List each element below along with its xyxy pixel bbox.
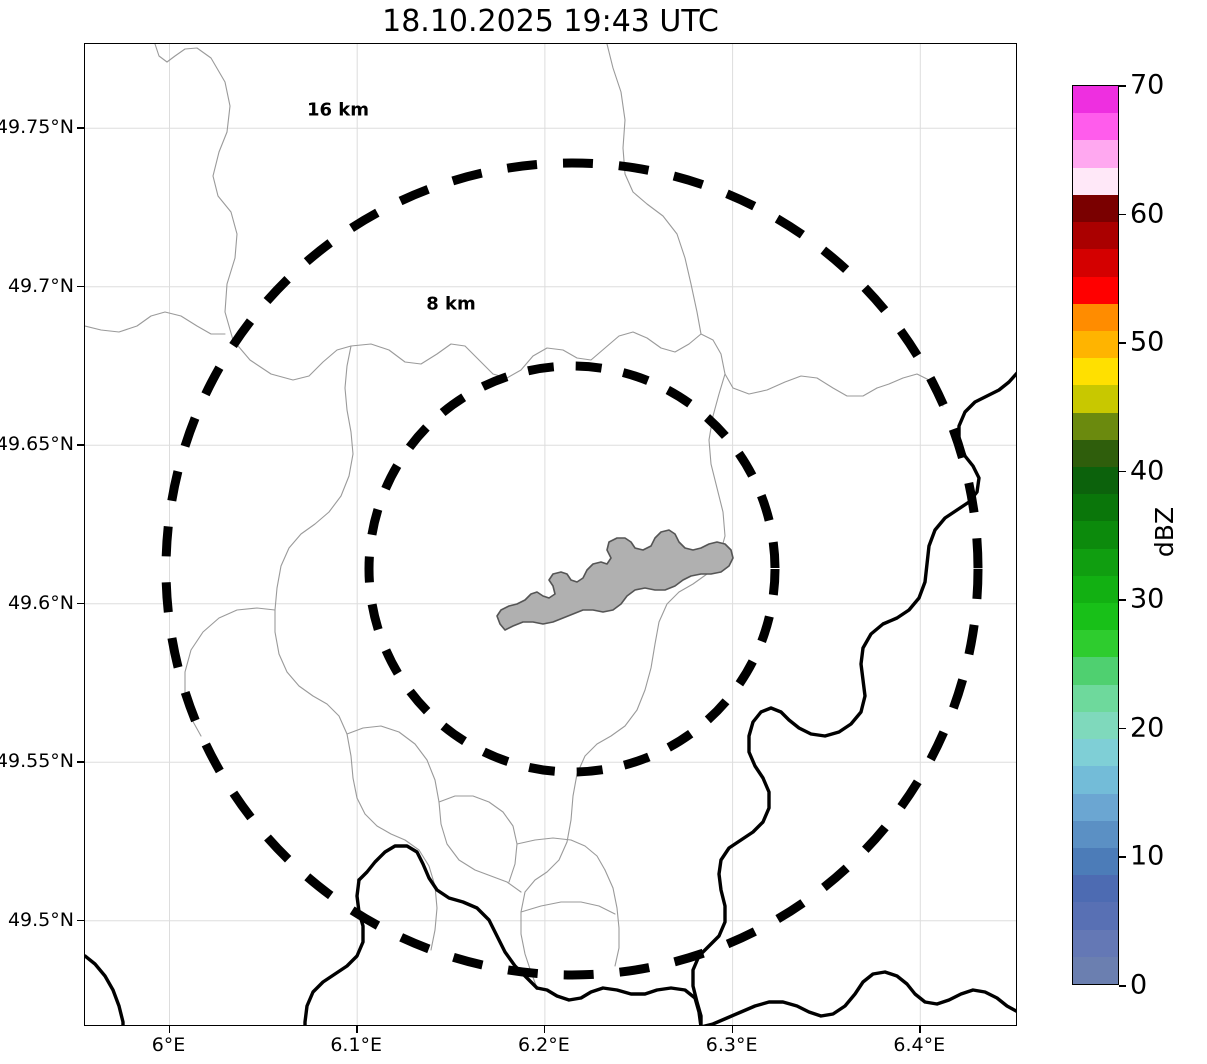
x-tick-label-1: 6.1°E [330, 1034, 383, 1056]
colorbar-tick-label-1: 10 [1130, 840, 1165, 872]
y-tick-label-3: 49.65°N [0, 433, 74, 456]
colorbar-band [1073, 194, 1118, 223]
colorbar-band [1073, 275, 1118, 304]
range-ring-16km-label: 16 km [306, 99, 370, 121]
map-gridlines [85, 44, 1016, 1025]
colorbar-band [1073, 248, 1118, 277]
colorbar-band [1073, 602, 1118, 631]
x-tick-mark [356, 1026, 358, 1033]
colorbar-band [1073, 411, 1118, 440]
colorbar-band [1073, 466, 1118, 495]
colorbar-band [1073, 656, 1118, 685]
y-tick-mark [77, 127, 84, 129]
colorbar-band [1073, 330, 1118, 359]
colorbar-tick [1119, 985, 1126, 987]
colorbar-band [1073, 112, 1118, 141]
colorbar-tick [1119, 727, 1126, 730]
y-tick-label-1: 49.55°N [0, 750, 74, 773]
x-tick-mark [168, 1026, 171, 1033]
colorbar-tick-label-6: 60 [1130, 198, 1165, 230]
colorbar-tick-label-7: 70 [1130, 69, 1165, 101]
x-tick-mark [543, 1026, 546, 1033]
range-ring-8km [364, 361, 780, 777]
y-tick-label-0: 49.5°N [7, 908, 74, 931]
y-tick-mark [77, 602, 84, 605]
colorbar-band [1073, 738, 1118, 767]
colorbar-band [1073, 901, 1118, 930]
y-tick-label-2: 49.6°N [7, 591, 74, 614]
y-tick-mark [77, 444, 84, 446]
commune-boundaries [85, 44, 944, 989]
y-tick-label-4: 49.7°N [7, 274, 74, 297]
map-vector-layer [85, 44, 1016, 1025]
colorbar-tick-label-3: 30 [1130, 583, 1165, 615]
colorbar-band [1073, 629, 1118, 658]
colorbar[interactable] [1072, 85, 1119, 985]
colorbar-band [1073, 167, 1118, 195]
x-tick-mark [919, 1026, 921, 1033]
colorbar-band [1073, 874, 1118, 903]
x-tick-mark [731, 1026, 734, 1033]
colorbar-band [1073, 847, 1118, 876]
colorbar-band [1073, 765, 1118, 794]
colorbar-band [1073, 384, 1118, 413]
colorbar-tick-label-0: 0 [1130, 969, 1148, 1001]
colorbar-band [1073, 139, 1118, 168]
x-tick-label-0: 6°E [151, 1034, 186, 1056]
colorbar-band [1073, 493, 1118, 522]
colorbar-tick-label-2: 20 [1130, 712, 1165, 744]
colorbar-band [1073, 792, 1118, 821]
colorbar-band [1073, 86, 1118, 114]
colorbar-band [1073, 221, 1118, 250]
y-tick-label-5: 49.75°N [0, 116, 74, 139]
colorbar-tick [1119, 342, 1126, 344]
range-rings [161, 158, 983, 980]
colorbar-band [1073, 303, 1118, 331]
range-ring-16km [161, 158, 983, 980]
y-tick-mark [77, 761, 84, 763]
x-tick-label-3: 6.3°E [705, 1034, 758, 1056]
radar-map-plot-area[interactable]: 16 km 8 km [84, 43, 1017, 1026]
colorbar-tick-label-4: 40 [1130, 455, 1165, 487]
colorbar-tick [1119, 213, 1126, 216]
colorbar-band [1073, 711, 1118, 740]
y-tick-mark [77, 285, 84, 288]
colorbar-tick [1119, 599, 1126, 601]
colorbar-band [1073, 820, 1118, 848]
colorbar-tick [1119, 85, 1126, 87]
colorbar-band [1073, 684, 1118, 712]
range-ring-8km-label: 8 km [426, 293, 476, 315]
city-polygon [496, 529, 734, 631]
colorbar-axis-label: dBZ [1150, 506, 1179, 558]
page-title: 18.10.2025 19:43 UTC [382, 4, 719, 39]
country-borders [85, 371, 1016, 1025]
colorbar-band [1073, 520, 1118, 549]
colorbar-band [1073, 357, 1118, 386]
colorbar-tick [1119, 856, 1126, 858]
colorbar-band [1073, 548, 1118, 576]
colorbar-band [1073, 439, 1118, 467]
y-tick-mark [77, 919, 84, 922]
colorbar-tick [1119, 470, 1126, 473]
colorbar-band [1073, 929, 1118, 957]
colorbar-tick-label-5: 50 [1130, 326, 1165, 358]
x-tick-label-4: 6.4°E [893, 1034, 946, 1056]
x-tick-label-2: 6.2°E [518, 1034, 570, 1056]
colorbar-band [1073, 956, 1118, 984]
colorbar-band [1073, 575, 1118, 604]
